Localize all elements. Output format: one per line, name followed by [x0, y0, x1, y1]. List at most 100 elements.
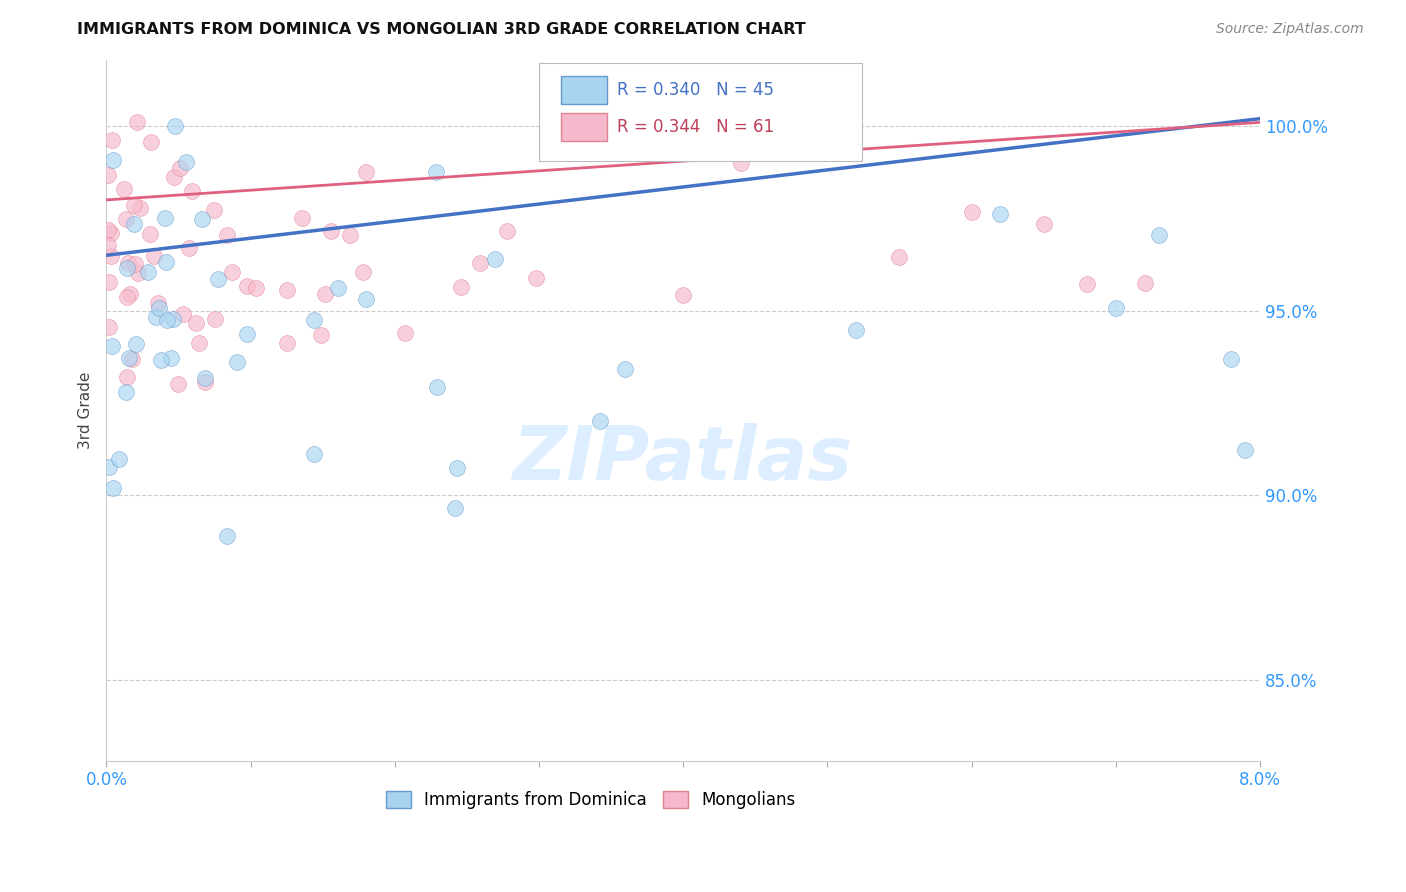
Point: [988, 207, 1011, 221]
Point: [1032, 217, 1054, 231]
Point: [394, 326, 416, 340]
Point: [309, 328, 332, 343]
Point: [787, 108, 810, 122]
Point: [425, 165, 447, 179]
Point: [122, 198, 145, 212]
Point: [153, 211, 176, 225]
Point: [148, 301, 170, 315]
Point: [187, 335, 209, 350]
Point: [314, 286, 336, 301]
Point: [177, 241, 200, 255]
Point: [98, 320, 121, 334]
Point: [443, 500, 465, 515]
Point: [302, 312, 325, 326]
Point: [221, 265, 243, 279]
Point: [450, 279, 472, 293]
Point: [112, 182, 135, 196]
Point: [103, 153, 125, 168]
Point: [1105, 301, 1128, 315]
Point: [115, 290, 138, 304]
Point: [146, 295, 169, 310]
Point: [159, 351, 181, 366]
Point: [426, 379, 449, 393]
Point: [115, 212, 138, 227]
Point: [215, 529, 238, 543]
Text: ZIPatlas: ZIPatlas: [513, 423, 853, 496]
FancyBboxPatch shape: [561, 113, 607, 141]
Point: [124, 257, 146, 271]
Point: [97, 223, 120, 237]
Point: [127, 115, 149, 129]
Point: [484, 252, 506, 266]
Point: [352, 264, 374, 278]
Point: [276, 283, 298, 297]
Point: [304, 447, 326, 461]
Y-axis label: 3rd Grade: 3rd Grade: [79, 372, 93, 449]
Point: [97, 275, 120, 289]
Point: [117, 256, 139, 270]
Point: [139, 227, 162, 241]
Point: [589, 414, 612, 428]
Point: [194, 371, 217, 385]
Point: [236, 326, 259, 341]
Point: [191, 211, 214, 226]
Point: [121, 352, 143, 367]
Point: [100, 248, 122, 262]
Point: [194, 375, 217, 389]
Point: [162, 312, 184, 326]
Point: [524, 270, 547, 285]
Point: [129, 201, 152, 215]
Point: [156, 312, 179, 326]
FancyBboxPatch shape: [561, 77, 607, 104]
Text: R = 0.340   N = 45: R = 0.340 N = 45: [617, 81, 775, 100]
Point: [845, 323, 868, 337]
Point: [202, 202, 225, 217]
Point: [730, 155, 752, 169]
Point: [1076, 277, 1098, 291]
Point: [115, 384, 138, 399]
Point: [150, 352, 173, 367]
Point: [186, 316, 208, 330]
Point: [226, 355, 249, 369]
Point: [173, 306, 195, 320]
Point: [1220, 352, 1243, 367]
Point: [115, 260, 138, 275]
Point: [1234, 442, 1257, 457]
Point: [496, 224, 519, 238]
Point: [100, 226, 122, 240]
Point: [97, 168, 120, 182]
Point: [174, 154, 197, 169]
Point: [326, 281, 349, 295]
Point: [1147, 228, 1170, 243]
Point: [139, 136, 162, 150]
Point: [108, 452, 131, 467]
Point: [291, 211, 314, 225]
Point: [339, 227, 361, 242]
Point: [245, 281, 267, 295]
Point: [136, 265, 159, 279]
Point: [960, 204, 983, 219]
Text: IMMIGRANTS FROM DOMINICA VS MONGOLIAN 3RD GRADE CORRELATION CHART: IMMIGRANTS FROM DOMINICA VS MONGOLIAN 3R…: [77, 22, 806, 37]
Point: [98, 459, 121, 474]
Point: [125, 336, 148, 351]
Point: [97, 237, 120, 252]
Point: [101, 339, 124, 353]
Point: [889, 250, 911, 264]
Legend: Immigrants from Dominica, Mongolians: Immigrants from Dominica, Mongolians: [380, 784, 803, 816]
Point: [101, 482, 124, 496]
Point: [167, 377, 190, 392]
Point: [115, 370, 138, 384]
Point: [142, 249, 165, 263]
Point: [207, 272, 229, 286]
Text: R = 0.344   N = 61: R = 0.344 N = 61: [617, 118, 775, 136]
Point: [446, 461, 468, 475]
Point: [181, 184, 204, 198]
Point: [165, 119, 187, 133]
FancyBboxPatch shape: [538, 63, 862, 161]
Point: [217, 228, 239, 243]
Point: [468, 256, 491, 270]
Point: [169, 161, 191, 175]
Point: [127, 266, 149, 280]
Point: [204, 312, 226, 326]
Point: [319, 224, 342, 238]
